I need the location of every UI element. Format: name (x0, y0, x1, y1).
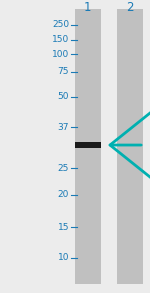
Bar (117, 9, 142, 284)
Text: 1: 1 (84, 1, 92, 14)
Text: 250: 250 (52, 21, 69, 29)
Bar (75, 9, 100, 284)
Text: 15: 15 (57, 223, 69, 231)
Text: 100: 100 (52, 50, 69, 59)
Text: 10: 10 (57, 253, 69, 262)
Text: 50: 50 (57, 92, 69, 101)
Text: 2: 2 (126, 1, 134, 14)
Text: 25: 25 (58, 164, 69, 173)
Text: 75: 75 (57, 67, 69, 76)
Text: 150: 150 (52, 35, 69, 44)
Bar (75, 142, 100, 148)
Text: 20: 20 (58, 190, 69, 199)
Text: 37: 37 (57, 123, 69, 132)
